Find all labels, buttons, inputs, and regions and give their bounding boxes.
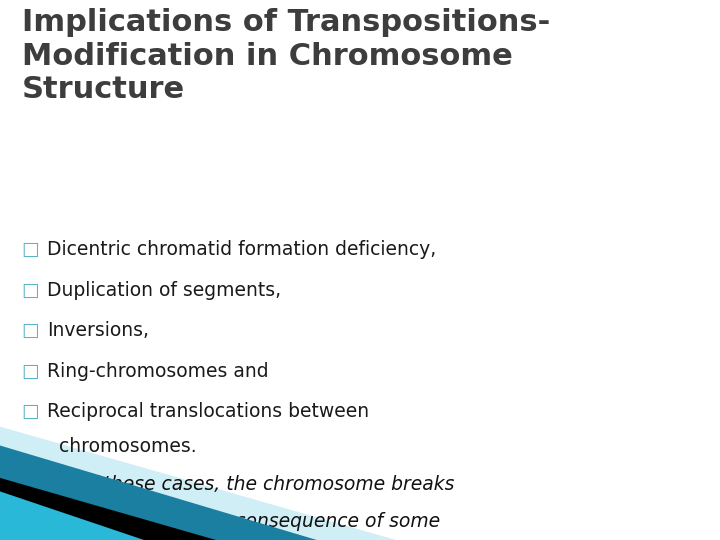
Text: □: □ <box>22 321 40 340</box>
Text: Ring-chromosomes and: Ring-chromosomes and <box>47 362 269 381</box>
Text: □: □ <box>22 402 40 421</box>
Text: Inversions,: Inversions, <box>47 321 149 340</box>
Text: □: □ <box>22 281 40 300</box>
Polygon shape <box>0 446 317 540</box>
Text: Reciprocal translocations between: Reciprocal translocations between <box>47 402 369 421</box>
Text: chromosomes.: chromosomes. <box>47 437 197 456</box>
Text: Dicentric chromatid formation deficiency,: Dicentric chromatid formation deficiency… <box>47 240 436 259</box>
Text: In all of these cases, the chromosome breaks: In all of these cases, the chromosome br… <box>22 475 454 494</box>
Text: Duplication of segments,: Duplication of segments, <box>47 281 281 300</box>
Text: are produced as the consequence of some: are produced as the consequence of some <box>22 512 440 531</box>
Text: Implications of Transpositions-
Modification in Chromosome
Structure: Implications of Transpositions- Modifica… <box>22 8 550 104</box>
Text: □: □ <box>22 362 40 381</box>
Polygon shape <box>0 491 144 540</box>
Text: □: □ <box>22 240 40 259</box>
Polygon shape <box>0 478 216 540</box>
Polygon shape <box>0 427 396 540</box>
